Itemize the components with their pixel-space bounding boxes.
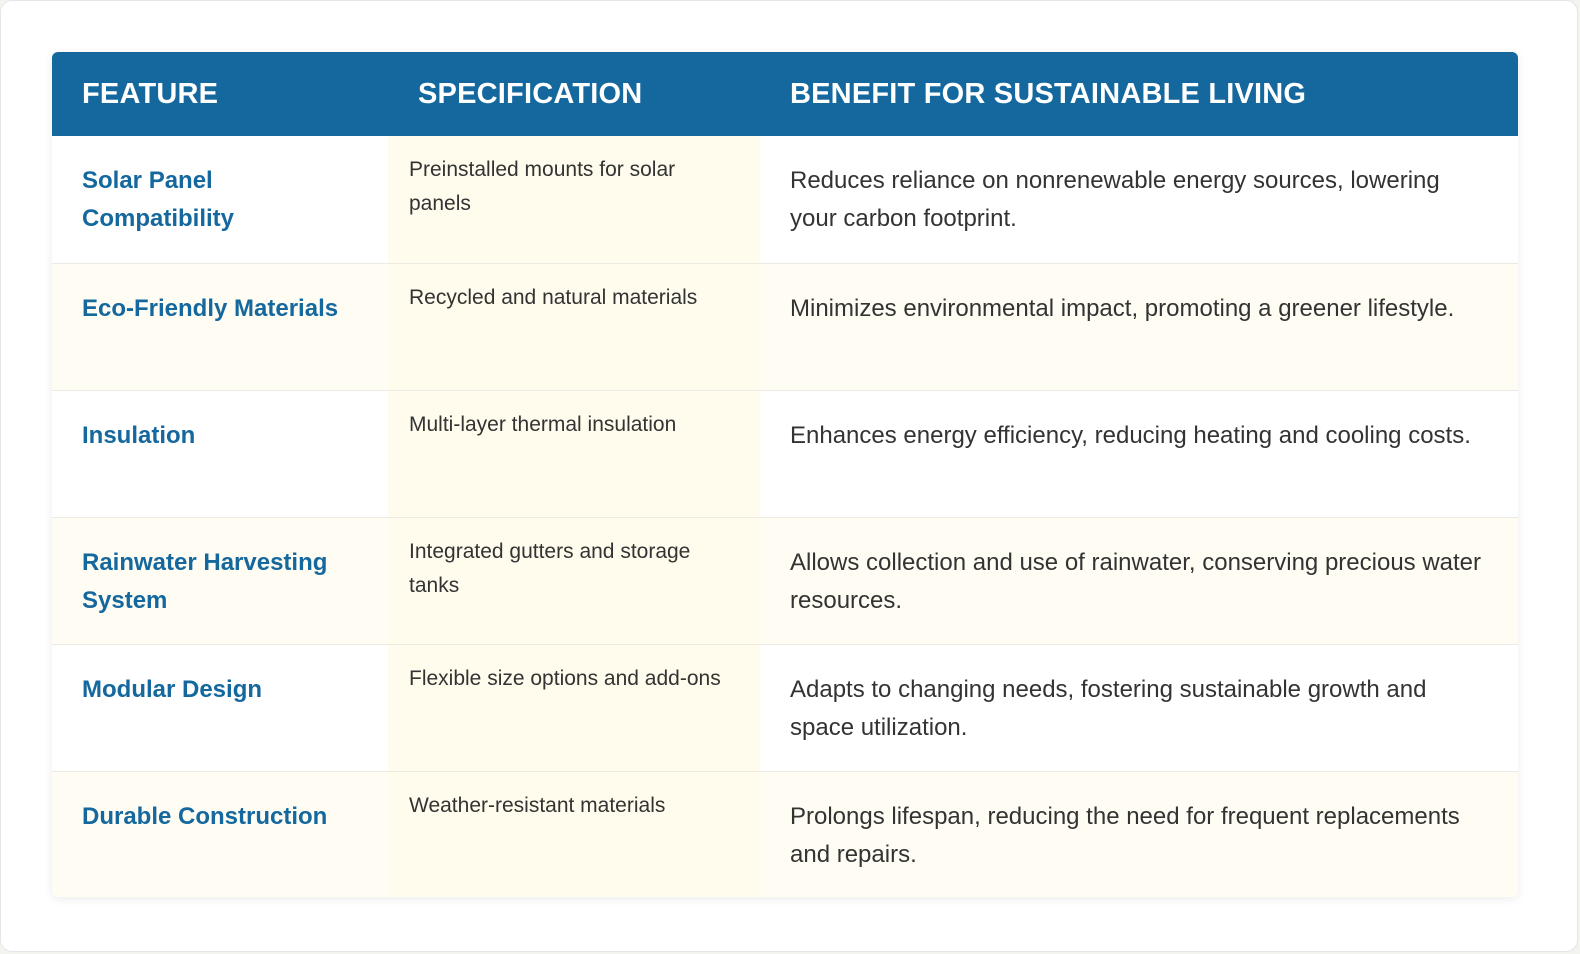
feature-cell: Solar Panel Compatibility — [82, 167, 235, 232]
table-row: Modular Design Flexible size options and… — [52, 644, 1518, 771]
feature-cell: Rainwater Harvesting System — [82, 548, 328, 614]
specification-cell: Weather-resistant materials — [388, 771, 760, 897]
specification-cell: Multi-layer thermal insulation — [388, 390, 760, 517]
benefit-cell: Prolongs lifespan, reducing the need for… — [790, 802, 1460, 868]
table-row: Insulation Multi-layer thermal insulatio… — [52, 390, 1518, 517]
features-table: FEATURE SPECIFICATION BENEFIT FOR SUSTAI… — [52, 52, 1518, 897]
table-row: Solar Panel Compatibility Preinstalled m… — [52, 136, 1518, 263]
feature-cell: Durable Construction — [82, 802, 328, 830]
feature-cell: Modular Design — [82, 675, 263, 703]
specification-cell: Recycled and natural materials — [388, 263, 760, 390]
feature-cell: Insulation — [82, 421, 196, 449]
features-table-card: FEATURE SPECIFICATION BENEFIT FOR SUSTAI… — [52, 52, 1518, 897]
table-row: Eco-Friendly Materials Recycled and natu… — [52, 263, 1518, 390]
table-row: Rainwater Harvesting System Integrated g… — [52, 517, 1518, 644]
benefit-cell: Minimizes environmental impact, promotin… — [790, 294, 1455, 322]
table-row: Durable Construction Weather-resistant m… — [52, 771, 1518, 897]
header-feature: FEATURE — [82, 77, 219, 110]
specification-cell: Integrated gutters and storage tanks — [388, 517, 760, 644]
table-header: FEATURE SPECIFICATION BENEFIT FOR SUSTAI… — [52, 52, 1518, 136]
benefit-cell: Reduces reliance on nonrenewable energy … — [790, 167, 1440, 232]
benefit-cell: Enhances energy efficiency, reducing hea… — [790, 421, 1471, 449]
benefit-cell: Adapts to changing needs, fostering sust… — [790, 675, 1427, 741]
specification-cell: Preinstalled mounts for solar panels — [388, 136, 760, 263]
feature-cell: Eco-Friendly Materials — [82, 294, 339, 322]
header-benefit: BENEFIT FOR SUSTAINABLE LIVING — [790, 77, 1307, 110]
header-row: FEATURE SPECIFICATION BENEFIT FOR SUSTAI… — [52, 52, 1518, 136]
specification-cell: Flexible size options and add-ons — [388, 644, 760, 771]
benefit-cell: Allows collection and use of rainwater, … — [790, 548, 1482, 614]
header-specification: SPECIFICATION — [418, 77, 643, 110]
table-body: Solar Panel Compatibility Preinstalled m… — [52, 136, 1518, 897]
